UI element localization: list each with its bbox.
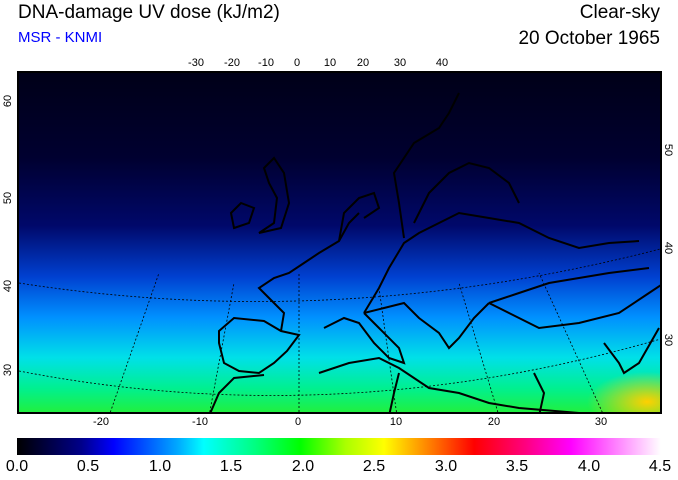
scale-label: 4.5 [648, 458, 672, 475]
coastlines [209, 92, 660, 412]
left-tick: 60 [2, 94, 15, 108]
map-date: 20 October 1965 [518, 28, 660, 49]
right-tick: 50 [662, 143, 675, 157]
top-tick: 10 [323, 57, 337, 69]
top-tick: -10 [258, 57, 274, 69]
scale-label: 1.5 [219, 458, 243, 475]
bottom-tick: 0 [294, 416, 302, 428]
bottom-tick: -10 [192, 416, 208, 428]
scale-label: 3.0 [434, 458, 458, 475]
left-tick: 40 [2, 279, 15, 293]
europe-coastlines [19, 92, 660, 412]
left-tick: 50 [2, 191, 15, 205]
right-tick: 40 [662, 241, 675, 255]
scale-label: 0.0 [5, 458, 29, 475]
sky-condition: Clear-sky [579, 2, 660, 23]
bottom-tick: 10 [389, 416, 403, 428]
map-title: DNA-damage UV dose (kJ/m2) [18, 2, 280, 23]
scale-label: 2.0 [291, 458, 315, 475]
source-label: MSR - KNMI [18, 29, 103, 46]
top-tick: 30 [393, 57, 407, 69]
color-scale-bar [17, 438, 661, 455]
scale-label: 3.5 [505, 458, 529, 475]
scale-label: 1.0 [148, 458, 172, 475]
uv-dose-map [17, 71, 662, 414]
scale-label: 2.5 [362, 458, 386, 475]
bottom-tick: -20 [93, 416, 109, 428]
top-tick: -20 [224, 57, 240, 69]
top-tick: 0 [293, 57, 301, 69]
top-tick: -30 [188, 57, 204, 69]
top-tick: 20 [356, 57, 370, 69]
scale-label: 0.5 [76, 458, 100, 475]
top-tick: 40 [435, 57, 449, 69]
graticule [19, 248, 660, 412]
bottom-tick: 20 [487, 416, 501, 428]
scale-label: 4.0 [577, 458, 601, 475]
right-tick: 30 [662, 333, 675, 347]
left-tick: 30 [2, 363, 15, 377]
bottom-tick: 30 [594, 416, 608, 428]
